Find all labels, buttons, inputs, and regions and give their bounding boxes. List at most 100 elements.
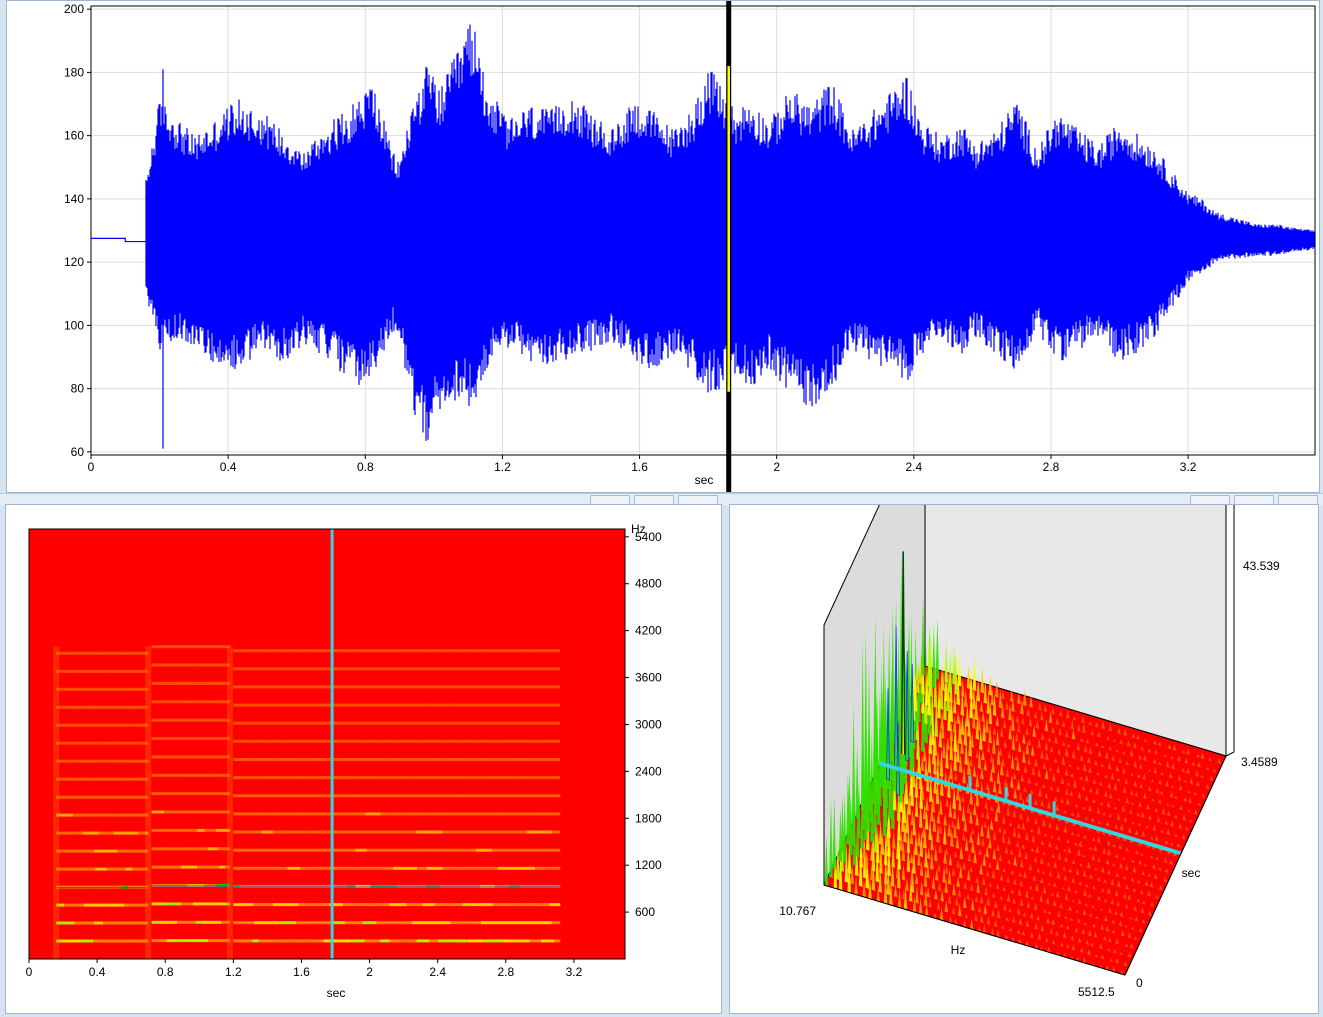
surface-peak — [1084, 816, 1089, 821]
spectrogram-cell — [221, 810, 229, 814]
surface-peak — [1129, 916, 1133, 920]
surface-peak — [1136, 812, 1141, 817]
surface-peak — [920, 755, 925, 772]
spectrogram-cell — [445, 812, 463, 816]
surface-peak — [998, 781, 1002, 795]
surface-peak — [969, 686, 973, 719]
surface-peak — [952, 643, 956, 685]
spectrogram-cell — [435, 866, 443, 870]
spectrogram-cell — [164, 810, 182, 814]
x-tick-label: 2.8 — [1043, 460, 1060, 474]
surface-peak — [1064, 915, 1068, 920]
spectrogram-cell — [435, 903, 450, 907]
spectrogram-cell — [322, 921, 332, 925]
surface-peak — [972, 710, 976, 730]
surface-peak — [1059, 923, 1064, 928]
spectrogram-cell — [558, 649, 561, 653]
spectrogram-cell — [485, 830, 500, 834]
surface-peak — [1217, 757, 1222, 765]
spectrogram-cell — [545, 794, 559, 798]
spectrogram-cell — [456, 667, 476, 671]
surface-peak — [1048, 841, 1052, 848]
surface-peak — [1147, 873, 1151, 878]
x-tick-label: 0.4 — [89, 965, 106, 979]
surface-peak — [955, 835, 960, 849]
surface-peak — [1151, 798, 1155, 802]
spectrogram-cell — [473, 703, 484, 707]
surface-peak — [1131, 733, 1136, 739]
surface-peak — [935, 868, 939, 881]
spectrogram-cell — [473, 776, 486, 780]
surface-peak — [1073, 778, 1077, 788]
surface-peak — [1055, 823, 1059, 831]
spectrogram-cell — [531, 758, 547, 761]
spectrogram-cell — [342, 685, 360, 689]
surface-peak — [1048, 821, 1052, 829]
surface-peak — [966, 755, 971, 776]
surface-peak — [995, 680, 999, 698]
surface-peak — [1083, 889, 1087, 897]
y-tick-label: 80 — [71, 382, 85, 396]
surface-peak — [974, 912, 978, 922]
spectrogram-chart[interactable]: 0 0.4 0.8 1.2 1.6 2 2.4 2.8 3.260012001800240030… — [6, 505, 721, 1013]
surface-peak — [1133, 905, 1137, 912]
spectrogram-cell — [389, 903, 407, 907]
spectrogram-cell — [364, 939, 380, 943]
surface-peak — [924, 846, 928, 869]
surface-peak — [1158, 866, 1162, 871]
surface-peak — [1088, 804, 1092, 812]
spectrogram-cell — [167, 865, 182, 869]
surface-peak — [998, 854, 1003, 862]
surface-peak — [1133, 742, 1137, 749]
surface-peak — [1019, 898, 1024, 907]
surface-peak — [1075, 868, 1080, 876]
surface-peak — [1058, 710, 1063, 717]
spectrogram-cell — [281, 739, 295, 743]
spectrogram-cell — [62, 849, 78, 853]
spectrogram-cell — [146, 669, 149, 673]
surface-peak — [1082, 956, 1087, 964]
surface-peak — [942, 865, 946, 884]
waveform-chart[interactable]: 0 0.4 0.8 1.2 1.6 2 2.4 2.8 3.260801001201401601… — [7, 1, 1319, 492]
surface-peak — [1205, 767, 1210, 771]
surface-peak — [1037, 932, 1042, 941]
surface-peak — [1195, 770, 1199, 777]
spectrogram-cell — [431, 649, 446, 653]
spectrogram-cell — [199, 773, 213, 777]
surface-peak — [1051, 939, 1056, 945]
spectrogram-cell — [233, 703, 240, 707]
surface-peak — [956, 815, 960, 830]
surface-peak — [995, 729, 1000, 746]
spectrogram-cell — [292, 667, 306, 671]
surface-peak — [991, 908, 995, 917]
surface-peak — [1064, 856, 1068, 863]
spectrogram-cell — [321, 649, 331, 653]
surface-peak — [1037, 738, 1041, 749]
spectrogram-cell — [138, 831, 146, 835]
spectrogram-cell — [490, 921, 511, 925]
spectrogram-cell — [229, 792, 230, 796]
surface-peak — [865, 853, 870, 889]
surface-peak — [1096, 772, 1100, 776]
surface-peak — [1174, 814, 1178, 819]
spectrogram-cell — [382, 739, 395, 743]
surface-peak — [914, 793, 919, 818]
spectrogram-cell — [233, 903, 254, 907]
y-tick-label: 100 — [64, 318, 84, 332]
spectrogram-cell — [417, 866, 427, 870]
spectrogram-cell — [450, 758, 460, 761]
surface-peak — [1150, 836, 1154, 840]
surface-peak — [1177, 754, 1181, 762]
spectrogram-cell — [542, 812, 552, 816]
spectrogram-cell — [558, 921, 561, 925]
surface-peak — [981, 711, 985, 723]
time-min-label: 0 — [1136, 976, 1143, 990]
surface-peak — [1138, 928, 1143, 933]
surface-peak — [1040, 923, 1045, 932]
surface-peak — [1000, 702, 1005, 719]
surface-peak — [963, 687, 968, 708]
surface-peak — [1043, 908, 1047, 914]
x-tick-label: 2.4 — [906, 460, 923, 474]
spectrogram-cell — [145, 831, 149, 835]
